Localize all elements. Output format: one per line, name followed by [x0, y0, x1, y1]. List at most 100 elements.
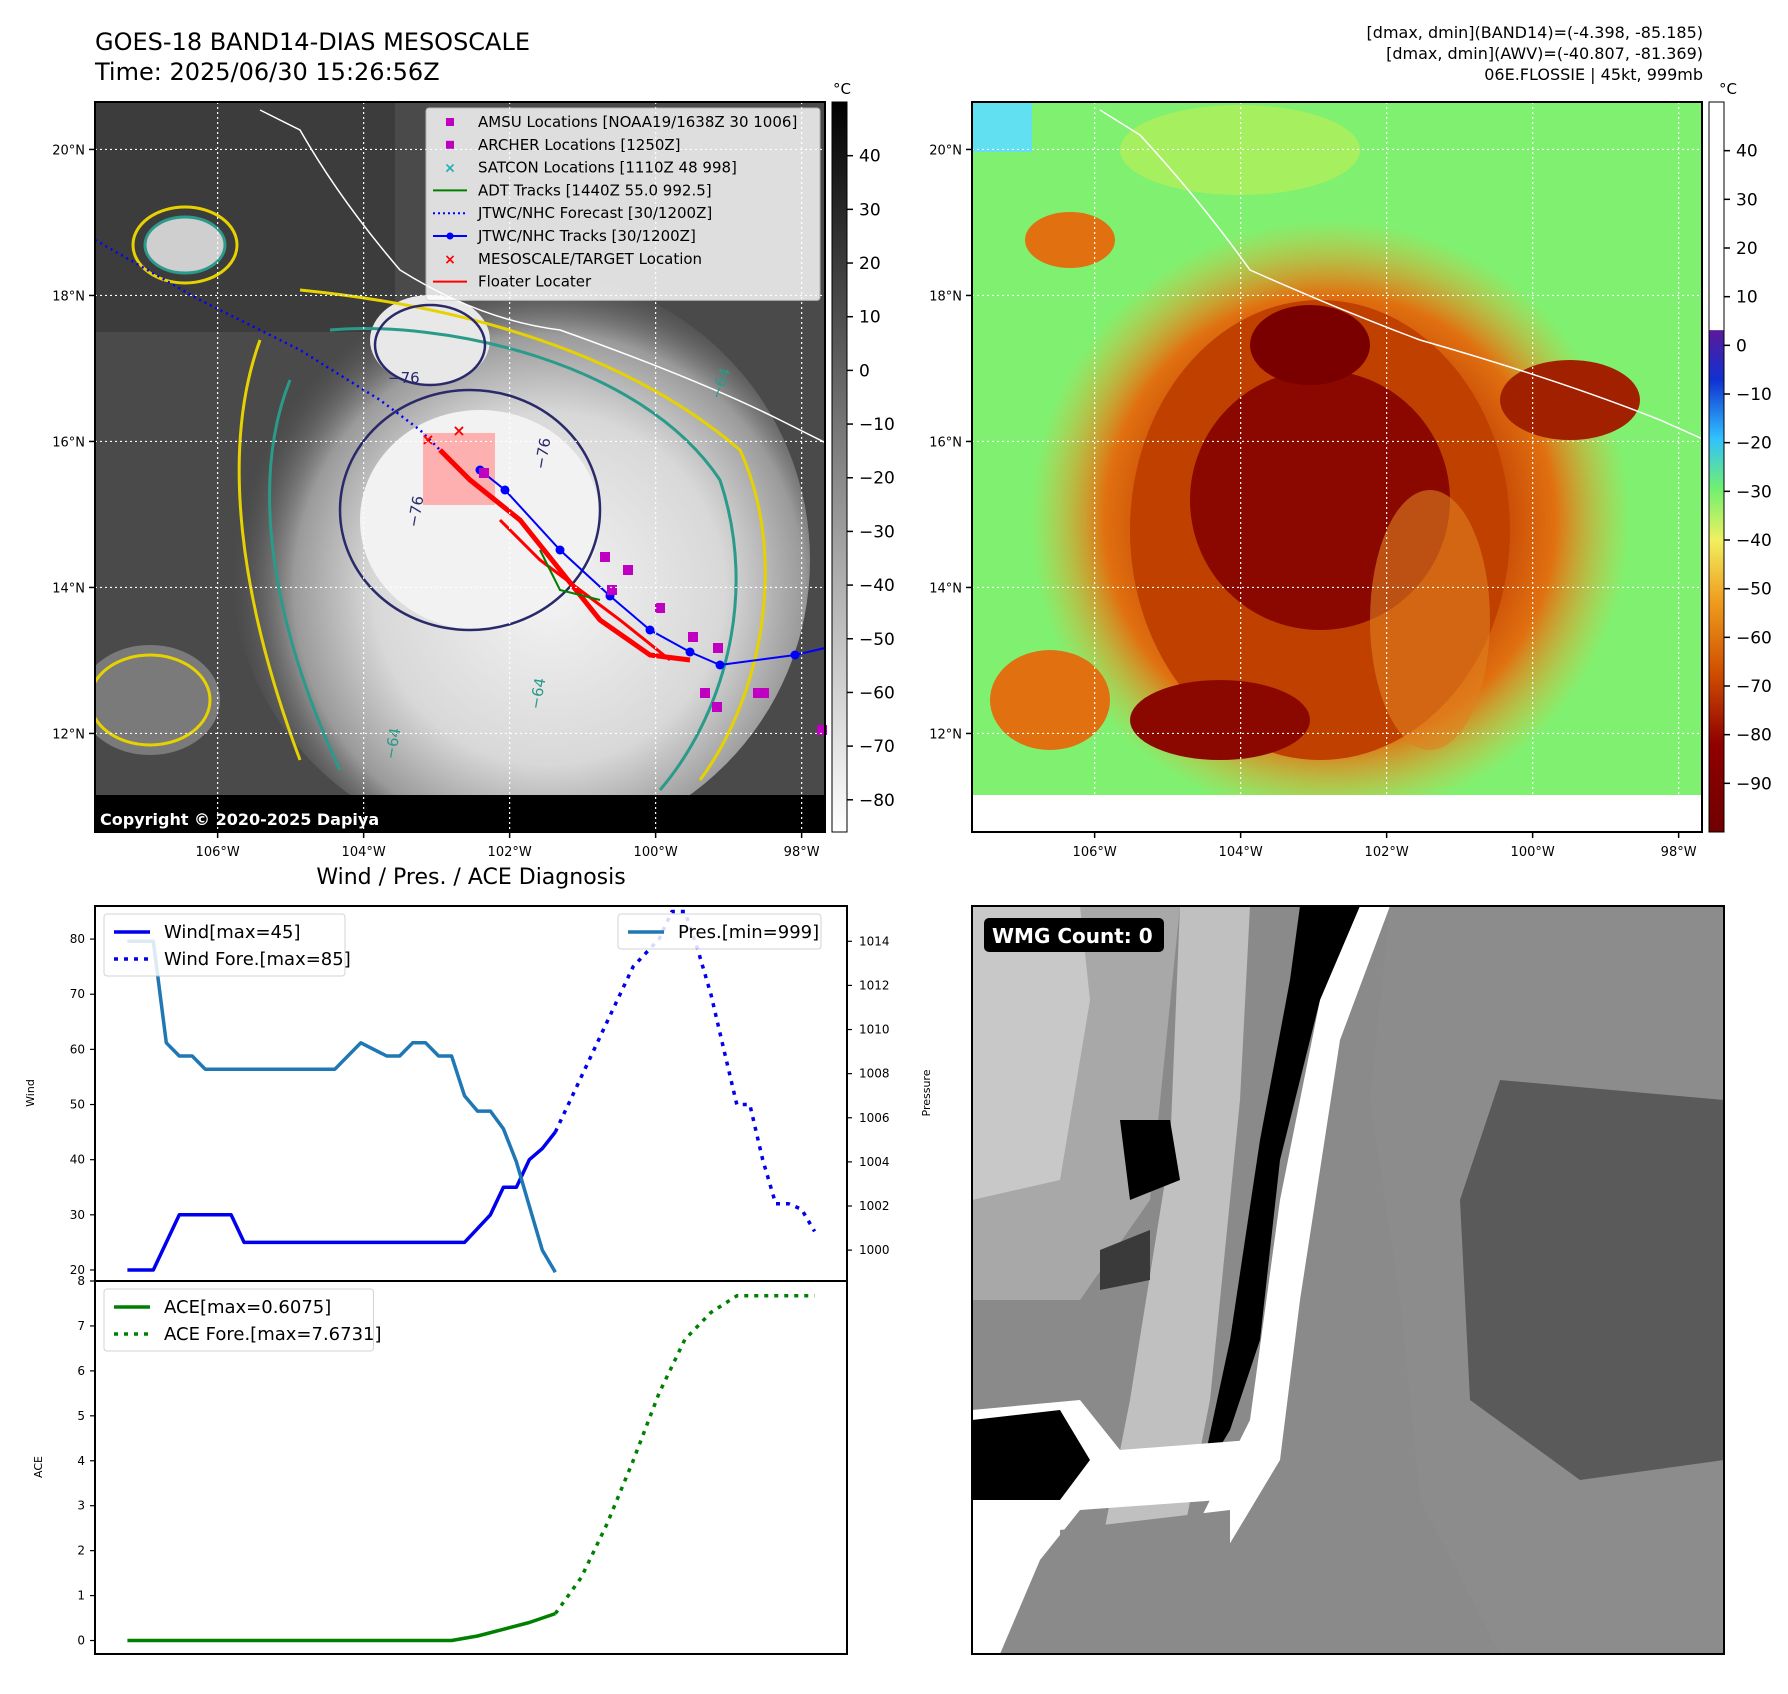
y-tick-label: 30	[70, 1208, 85, 1222]
amsu-archer-marker	[713, 643, 723, 653]
y-tick-label: 5	[77, 1409, 85, 1423]
y-tick-label: 4	[77, 1454, 85, 1468]
colorbar-tick-label: −80	[1736, 726, 1772, 746]
y2-tick-label: 1008	[859, 1067, 890, 1081]
legend-box	[103, 1288, 374, 1352]
legend-label: ACE Fore.[max=7.6731]	[164, 1324, 382, 1345]
y-tick-label: 0	[77, 1634, 85, 1648]
y-tick-label: 1	[77, 1589, 85, 1603]
ir-colorbar-unit: °C	[833, 80, 851, 98]
legend-label: Pres.[min=999]	[678, 922, 819, 943]
wmg-panel	[972, 906, 1724, 1654]
legend-label: ADT Tracks [1440Z 55.0 992.5]	[478, 181, 712, 199]
colorbar-tick-label: 20	[859, 254, 881, 274]
legend-box	[103, 913, 346, 977]
contour-label: −64	[526, 676, 549, 710]
y-tick-label: 20	[70, 1263, 85, 1277]
wmg-count-label: WMG Count: 0	[992, 924, 1153, 948]
legend-label: Wind[max=45]	[164, 922, 301, 943]
y2-tick-label: 1004	[859, 1155, 890, 1169]
jtwc-track-point	[555, 545, 565, 555]
info-line-1: [dmax, dmin](BAND14)=(-4.398, -85.185)	[1367, 23, 1703, 42]
y-tick-label: 80	[70, 932, 85, 946]
awv-gridlines	[972, 102, 1702, 832]
ir-lon-tick-label: 104°W	[342, 845, 386, 860]
awv-lat-tick-label: 18°N	[929, 289, 962, 304]
awv-lon-tick-label: 98°W	[1661, 845, 1697, 860]
colorbar-tick-label: −70	[859, 737, 895, 757]
wind-axis-label: Wind	[24, 1079, 37, 1107]
awv-colorbar-unit: °C	[1719, 80, 1737, 98]
info-line-3: 06E.FLOSSIE | 45kt, 999mb	[1484, 65, 1703, 84]
awv-lon-tick-label: 100°W	[1511, 845, 1555, 860]
series-line	[127, 939, 557, 1274]
info-line-2: [dmax, dmin](AWV)=(-40.807, -81.369)	[1386, 44, 1703, 63]
legend-label: SATCON Locations [1110Z 48 998]	[478, 159, 737, 177]
wind-pressure-chart: 20 30 40 50 60 70 80 1000 1002 1004 1006 1008 1010 10…	[70, 909, 890, 1277]
ir-lon-tick-label: 106°W	[196, 845, 240, 860]
contour-label: −64	[381, 726, 404, 760]
title-line-2: Time: 2025/06/30 15:26:56Z	[94, 58, 440, 86]
colorbar-tick-label: −40	[859, 576, 895, 596]
ir-lon-tick-label: 98°W	[784, 845, 820, 860]
colorbar-tick-label: −60	[1736, 628, 1772, 648]
ir-track-overlay: ××	[94, 238, 827, 735]
awv-colorbar	[1708, 101, 1725, 833]
colorbar-tick-label: −40	[1736, 531, 1772, 551]
colorbar-tick-label: 10	[1736, 288, 1758, 308]
ir-lat-tick-label: 12°N	[52, 727, 85, 742]
colorbar-tick-label: 40	[1736, 142, 1758, 162]
colorbar-tick-label: 30	[1736, 190, 1758, 210]
jtwc-track-point	[715, 660, 725, 670]
y-tick-label: 40	[70, 1153, 85, 1167]
legend-box	[617, 913, 822, 950]
y-tick-label: 70	[70, 987, 85, 1001]
series-line	[127, 1611, 556, 1643]
y-tick-label: 6	[77, 1364, 85, 1378]
amsu-archer-marker	[655, 603, 665, 613]
jtwc-track-point	[790, 650, 800, 660]
colorbar-tick-label: −30	[859, 522, 895, 542]
jtwc-track-point	[500, 485, 510, 495]
colorbar-tick-label: −20	[1736, 434, 1772, 454]
y2-tick-label: 1010	[859, 1023, 890, 1037]
legend-marker	[446, 140, 454, 149]
colorbar-tick-label: −50	[859, 630, 895, 650]
target-marker: ×	[421, 430, 434, 449]
legend-label: ARCHER Locations [1250Z]	[478, 136, 681, 154]
amsu-archer-marker	[759, 688, 769, 698]
colorbar-tick-label: −80	[859, 791, 895, 811]
series-line	[127, 1131, 557, 1272]
amsu-archer-marker	[688, 632, 698, 642]
title-line-1: GOES-18 BAND14-DIAS MESOSCALE	[95, 28, 530, 56]
colorbar-tick-label: −20	[859, 469, 895, 489]
awv-lat-tick-label: 20°N	[929, 143, 962, 158]
colorbar-tick-label: −50	[1736, 580, 1772, 600]
ace-axis-label: ACE	[32, 1456, 45, 1478]
contour-label: −76	[531, 436, 554, 470]
awv-axis-ticks: 106°W 104°W 102°W 100°W 98°W 20°N 18°N 16°N 14°N…	[929, 143, 1697, 860]
awv-lat-tick-label: 16°N	[929, 435, 962, 450]
legend-label: AMSU Locations [NOAA19/1638Z 30 1006]	[478, 113, 797, 131]
wmg-frame	[971, 905, 1725, 1655]
awv-lon-tick-label: 104°W	[1219, 845, 1263, 860]
legend-marker: ×	[444, 161, 456, 177]
copyright-label: Copyright © 2020-2025 Dapiya	[100, 810, 379, 829]
colorbar-tick-label: −30	[1736, 482, 1772, 502]
ir-lon-tick-label: 100°W	[634, 845, 678, 860]
contour-label: −76	[404, 494, 427, 528]
legend-box	[425, 107, 821, 301]
legend-label: ACE[max=0.6075]	[164, 1297, 331, 1318]
adt-track	[539, 549, 601, 601]
legend-marker: ×	[444, 252, 456, 268]
y-tick-label: 2	[77, 1544, 85, 1558]
y-tick-label: 7	[77, 1319, 85, 1333]
awv-lat-tick-label: 12°N	[929, 727, 962, 742]
legend-marker-dot	[446, 232, 454, 240]
awv-lat-tick-label: 14°N	[929, 581, 962, 596]
legend-label: JTWC/NHC Tracks [30/1200Z]	[477, 227, 696, 245]
target-marker: ×	[452, 421, 465, 440]
colorbar-tick-label: −90	[1736, 774, 1772, 794]
amsu-archer-marker	[600, 552, 610, 562]
amsu-archer-marker	[712, 702, 722, 712]
